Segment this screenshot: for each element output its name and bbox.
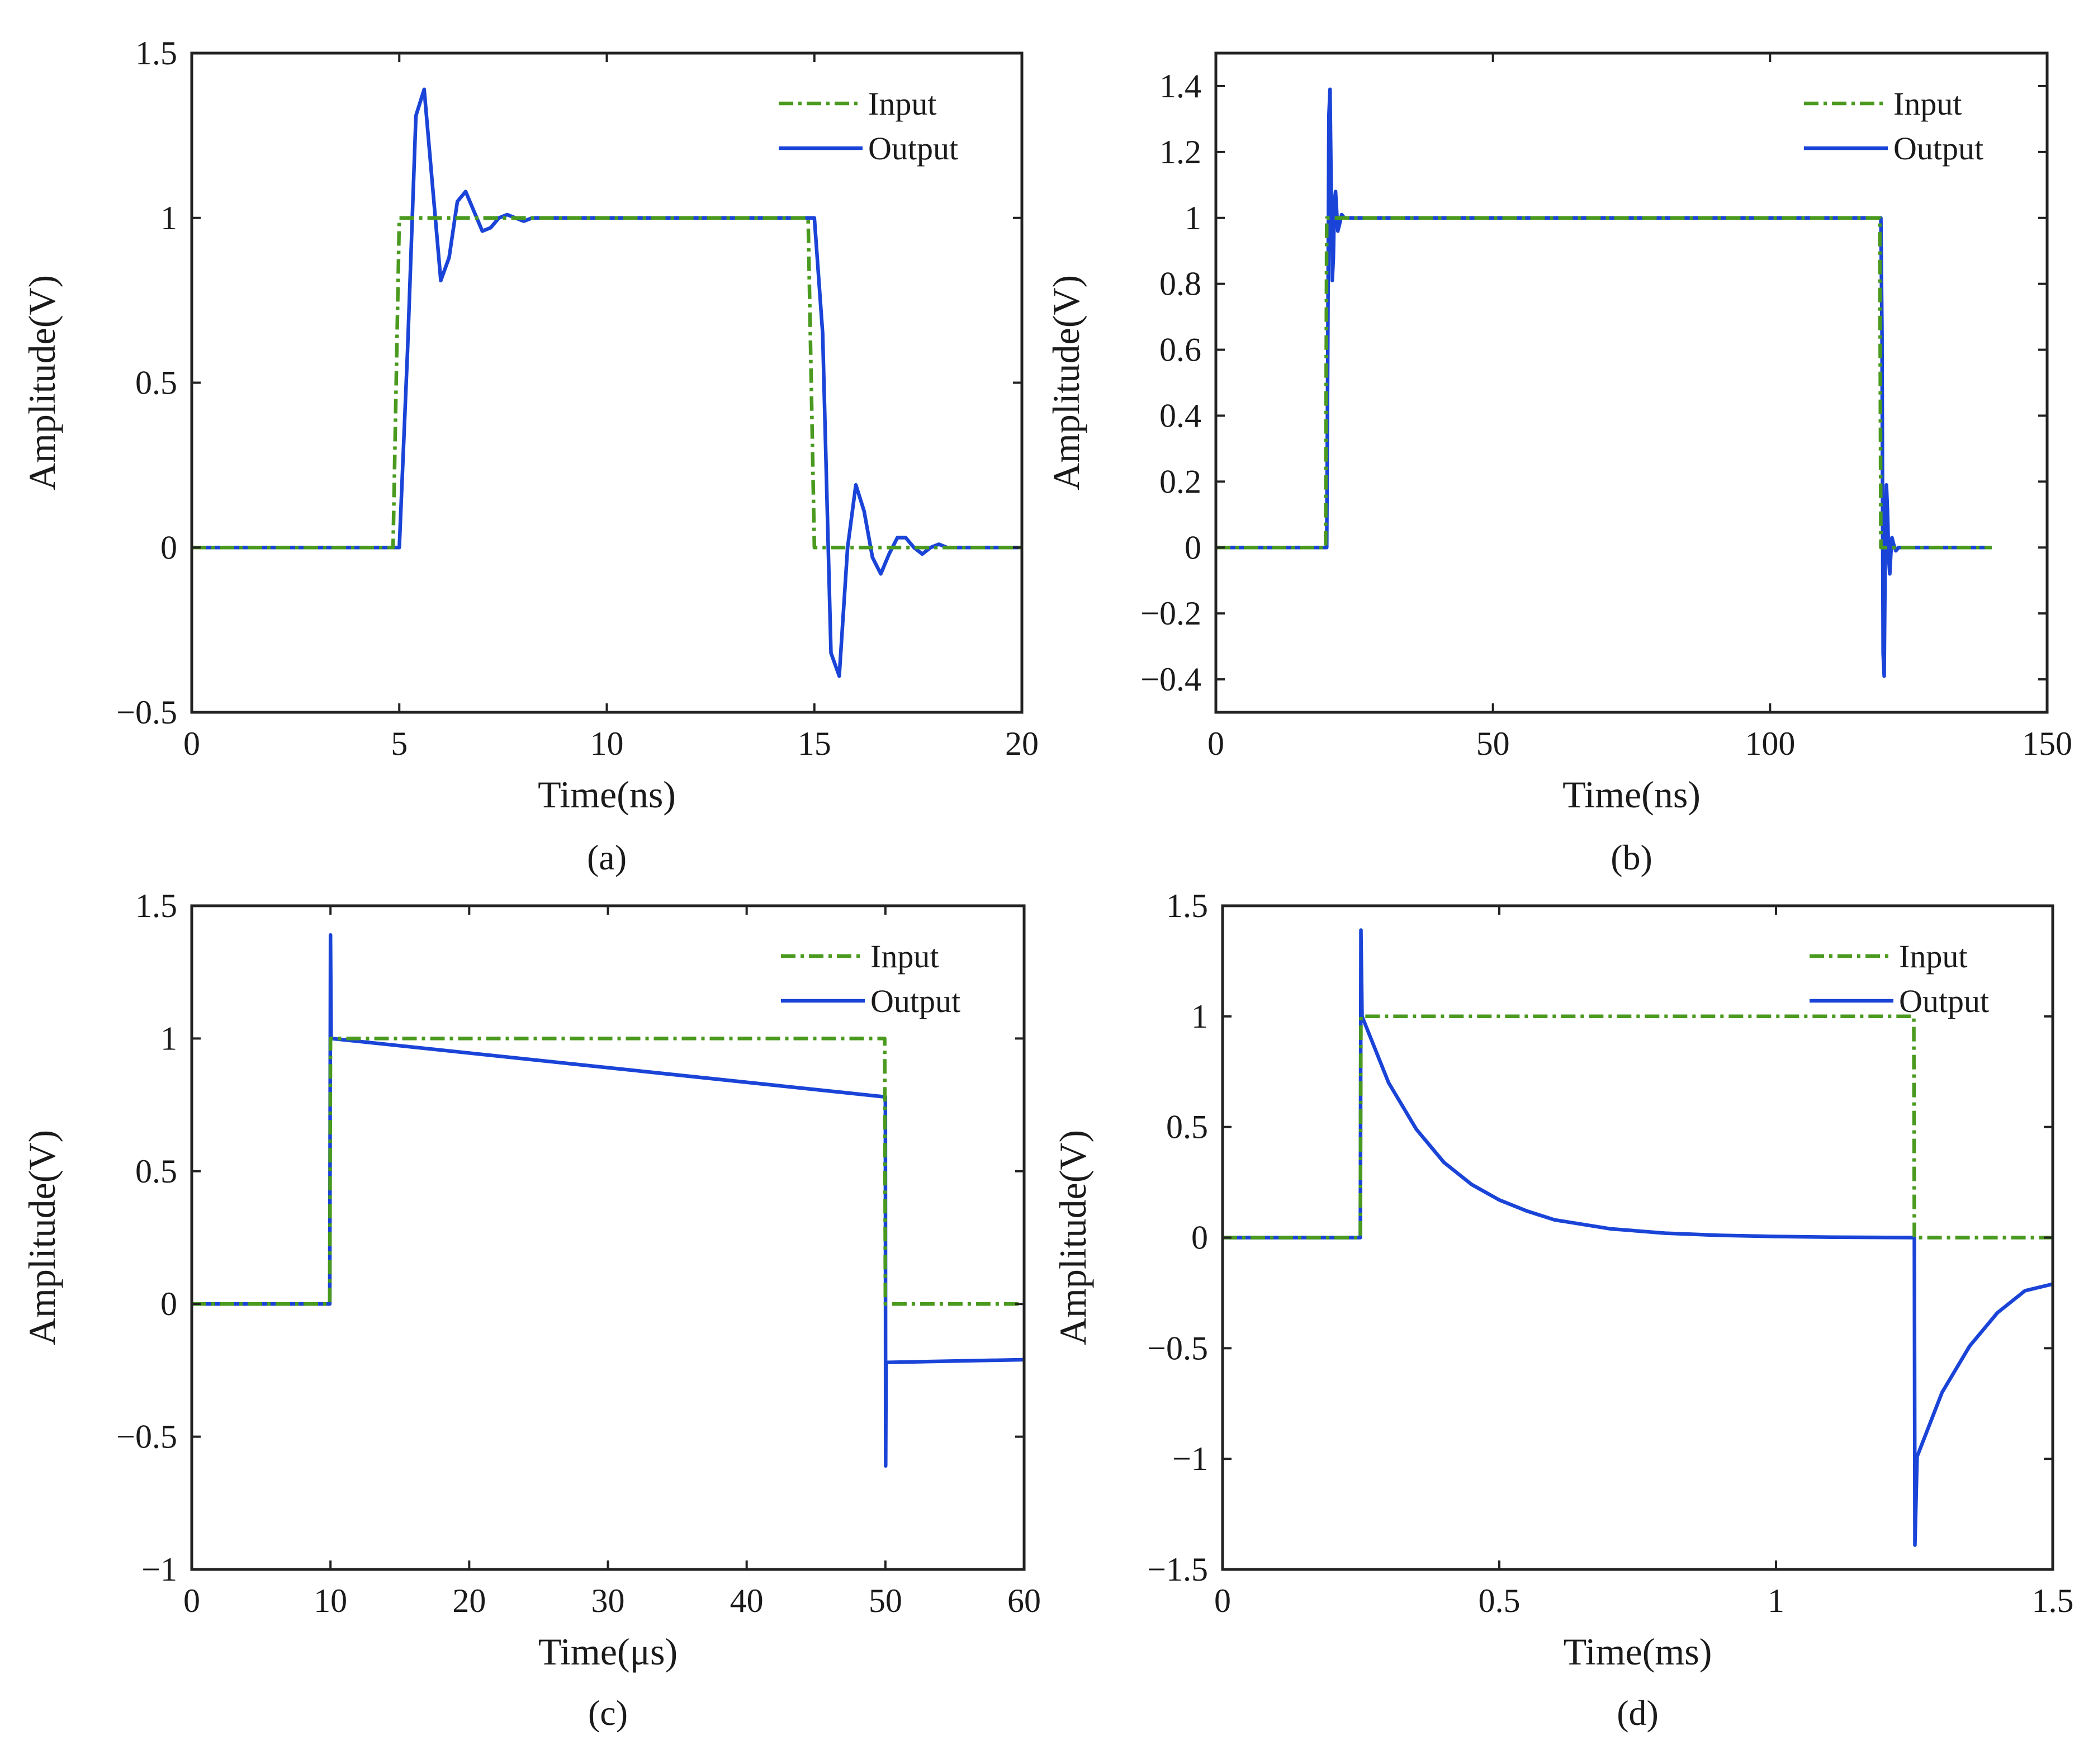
y-tick-label: 0.5 (135, 1153, 177, 1190)
y-tick-label: 0.4 (1159, 397, 1201, 434)
panel-caption: (c) (588, 1693, 628, 1733)
y-tick-label: 1.4 (1159, 68, 1201, 105)
y-tick-label: 0 (1191, 1219, 1208, 1256)
panel-caption: (d) (1617, 1693, 1659, 1733)
y-tick-label: 1.5 (1166, 887, 1208, 924)
x-tick-label: 100 (1745, 725, 1795, 762)
series-line-input-d (1223, 1014, 2053, 1240)
chart-panel-c: 0 10 20 30 40 50 60 −1 −0.5 0 0.5 1 1.5 Time(μs) Ampli… (21, 887, 1041, 1733)
legend-label-output: Output (1899, 983, 1989, 1019)
legend-label-output: Output (1893, 130, 1983, 167)
legend-label-output: Output (868, 130, 958, 167)
panel-caption: (b) (1611, 838, 1652, 877)
y-tick-label: −0.2 (1140, 595, 1201, 632)
y-tick-label: 0 (160, 529, 177, 566)
x-tick-label: 0 (183, 1582, 200, 1619)
y-tick-label: 0.5 (135, 365, 177, 401)
x-tick-label: 1.5 (2032, 1582, 2074, 1619)
x-tick-label: 0 (183, 725, 200, 762)
y-tick-label: −0.5 (116, 694, 177, 731)
y-tick-label: 1 (1191, 998, 1208, 1035)
legend-label-input: Input (870, 938, 939, 975)
series-line-output-a (192, 87, 1022, 678)
y-tick-label: 0 (1185, 529, 1201, 566)
x-tick-label: 20 (1005, 725, 1039, 762)
legend-label-output: Output (870, 983, 960, 1019)
y-tick-label: 0.8 (1159, 266, 1201, 302)
x-axis-label: Time(ns) (538, 773, 676, 816)
x-tick-label: 0 (1207, 725, 1224, 762)
legend-label-input: Input (868, 86, 936, 122)
y-axis-label: Amplitude(V) (21, 1130, 63, 1345)
x-tick-label: 50 (1476, 725, 1510, 762)
x-axis-label: Time(ns) (1562, 773, 1701, 816)
chart-panel-b: 0 50 100 150 −0.4 −0.2 0 0.2 0.4 0.6 0.8 1 1.2 1.4 Tim… (1045, 51, 2072, 877)
x-tick-label: 30 (591, 1582, 625, 1619)
y-tick-label: −0.4 (1140, 661, 1201, 698)
x-tick-label: 50 (869, 1582, 902, 1619)
y-tick-label: −1 (1172, 1440, 1208, 1477)
y-axis-label: Amplitude(V) (1052, 1130, 1094, 1345)
axes-box-b (1214, 51, 2049, 714)
y-axis-label: Amplitude(V) (1045, 275, 1087, 490)
x-axis-label: Time(μs) (538, 1630, 678, 1673)
series-line-output-d (1223, 928, 2053, 1547)
x-tick-label: 15 (798, 725, 831, 762)
y-axis-label: Amplitude(V) (21, 275, 63, 490)
y-tick-label: −1.5 (1147, 1551, 1208, 1588)
x-axis-label: Time(ms) (1564, 1630, 1712, 1673)
x-tick-label: 0.5 (1479, 1582, 1521, 1619)
y-tick-label: 1 (1185, 200, 1201, 237)
y-tick-label: 1.2 (1159, 134, 1201, 171)
y-tick-label: 1.5 (135, 35, 177, 72)
x-tick-label: 1 (1768, 1582, 1784, 1619)
x-tick-label: 60 (1007, 1582, 1041, 1619)
series-line-input-c (192, 1037, 1024, 1306)
y-tick-label: 1 (160, 1020, 177, 1057)
x-tick-label: 5 (391, 725, 408, 762)
y-tick-label: 0 (160, 1285, 177, 1322)
x-tick-label: 150 (2022, 725, 2072, 762)
legend-label-input: Input (1893, 86, 1962, 122)
x-tick-label: 0 (1214, 1582, 1231, 1619)
series-line-output-b (1216, 87, 1992, 678)
x-tick-label: 20 (452, 1582, 486, 1619)
chart-panel-d: 0 0.5 1 1.5 −1.5 −1 −0.5 0 0.5 1 1.5 Time(ms) Amplit… (1052, 887, 2074, 1733)
panel-caption: (a) (587, 838, 627, 877)
x-tick-label: 10 (314, 1582, 347, 1619)
x-tick-label: 10 (590, 725, 624, 762)
y-tick-label: −0.5 (1147, 1330, 1208, 1366)
y-tick-label: −0.5 (116, 1418, 177, 1455)
legend-label-input: Input (1899, 938, 1967, 975)
y-tick-label: 0.6 (1159, 332, 1201, 368)
y-tick-label: 1 (160, 200, 177, 237)
x-tick-label: 40 (730, 1582, 764, 1619)
series-line-input-b (1216, 216, 1992, 550)
y-tick-label: 1.5 (135, 887, 177, 924)
y-tick-label: 0.2 (1159, 463, 1201, 500)
y-tick-label: −1 (141, 1551, 177, 1588)
chart-panel-a: 0 5 10 15 20−0.500.511.5Time(ns)Amplitude(V)… (21, 35, 1039, 877)
y-tick-label: 0.5 (1166, 1109, 1208, 1146)
series-line-input-a (192, 216, 1022, 550)
